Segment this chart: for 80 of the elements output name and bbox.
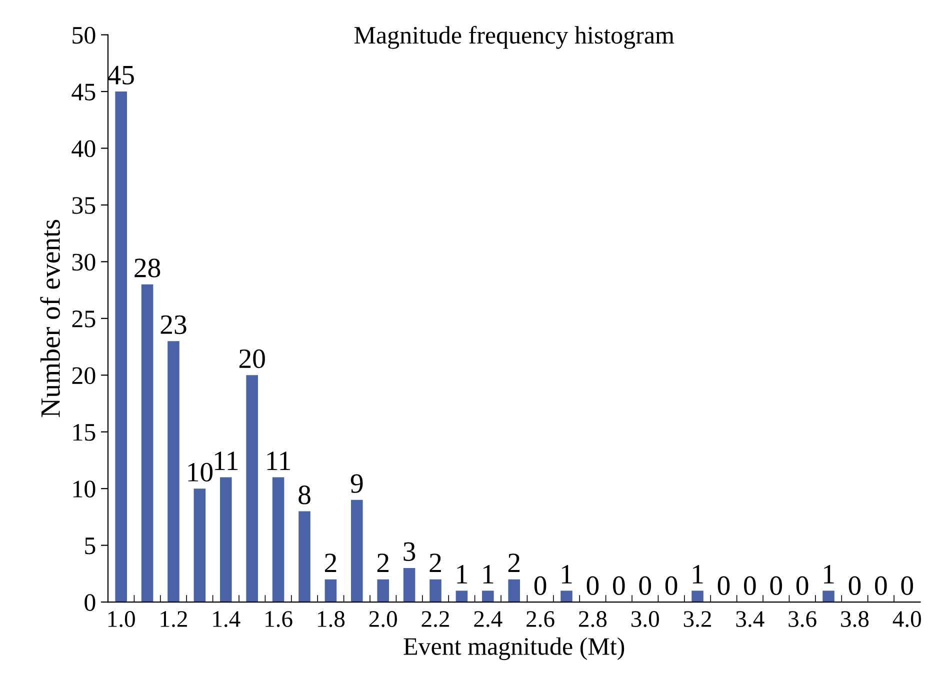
- bar: [377, 579, 389, 602]
- bar: [272, 477, 284, 602]
- data-label: 28: [134, 258, 160, 278]
- x-tick-label: 2.4: [474, 611, 502, 628]
- bar: [220, 477, 232, 602]
- bar: [115, 92, 127, 602]
- x-tick-label: 1.6: [266, 611, 292, 628]
- data-label: 2: [377, 554, 389, 572]
- data-label: 0: [770, 576, 782, 596]
- data-label: 20: [239, 349, 265, 368]
- y-tick-label: 50: [72, 26, 96, 44]
- x-tick-label: 3.4: [736, 611, 764, 628]
- data-label: 2: [508, 554, 520, 572]
- x-tick-label: 4.0: [892, 611, 921, 628]
- x-axis-title: Event magnitude (Mt): [404, 637, 624, 660]
- data-label: 11: [214, 452, 238, 470]
- bar: [692, 590, 704, 602]
- chart-title: Magnitude frequency histogram: [354, 26, 674, 49]
- data-label: 9: [350, 474, 363, 493]
- x-tick-label: 3.0: [631, 611, 659, 628]
- x-tick-label: 2.0: [369, 611, 397, 628]
- bar: [482, 590, 494, 602]
- data-label: 1: [824, 565, 834, 584]
- x-tick-label: 1.2: [160, 611, 187, 628]
- y-axis-title: Number of events: [40, 220, 60, 418]
- x-tick-label: 2.2: [422, 611, 449, 628]
- x-tick-label: 2.6: [526, 611, 554, 628]
- data-label: 45: [108, 66, 134, 84]
- y-tick-label: 15: [73, 424, 96, 441]
- y-tick-label: 35: [72, 197, 96, 214]
- data-label: 11: [267, 452, 290, 470]
- data-label: 0: [848, 576, 861, 596]
- data-label: 0: [718, 576, 730, 596]
- data-label: 0: [639, 576, 651, 596]
- data-label: 1: [483, 565, 494, 584]
- x-tick-label: 3.6: [788, 611, 816, 628]
- x-tick-label: 3.8: [841, 611, 869, 628]
- x-tick-label: 1.8: [318, 611, 345, 628]
- data-label: 10: [188, 462, 213, 482]
- data-label: 0: [586, 576, 599, 596]
- bar: [246, 375, 258, 602]
- bar: [456, 590, 468, 602]
- data-label: 0: [744, 576, 756, 596]
- data-label: 1: [562, 565, 572, 584]
- data-label: 0: [665, 576, 678, 596]
- data-label: 1: [457, 565, 467, 584]
- x-tick-label: 2.8: [578, 611, 607, 628]
- data-label: 8: [298, 486, 310, 504]
- bar: [822, 590, 834, 602]
- x-tick-label: 1.0: [108, 611, 135, 628]
- x-tick-label: 1.4: [213, 611, 240, 628]
- data-label: 3: [404, 542, 416, 561]
- x-tick-label: 3.2: [684, 611, 711, 628]
- y-tick-label: 25: [72, 310, 96, 328]
- data-label: 0: [613, 576, 625, 596]
- bar: [560, 590, 572, 602]
- bar: [298, 511, 310, 602]
- y-tick-label: 0: [84, 594, 96, 611]
- y-tick-label: 45: [72, 84, 96, 100]
- bar: [141, 284, 154, 602]
- bar: [403, 568, 416, 602]
- y-tick-label: 40: [72, 140, 96, 158]
- data-label: 23: [160, 315, 186, 334]
- bar: [194, 488, 206, 602]
- data-label: 2: [324, 554, 336, 572]
- bar: [430, 579, 442, 602]
- data-label: 2: [430, 554, 441, 572]
- y-tick-label: 20: [72, 367, 96, 384]
- y-tick-label: 10: [73, 480, 96, 498]
- data-label: 0: [534, 576, 546, 596]
- bar: [324, 579, 337, 602]
- data-label: 0: [901, 576, 914, 596]
- y-tick-label: 5: [85, 538, 96, 554]
- y-tick-label: 30: [72, 254, 96, 271]
- data-label: 0: [796, 576, 808, 596]
- data-label: 0: [875, 576, 887, 596]
- bar: [351, 500, 363, 602]
- bar: [508, 579, 520, 602]
- bar: [168, 341, 180, 602]
- data-label: 1: [693, 565, 703, 584]
